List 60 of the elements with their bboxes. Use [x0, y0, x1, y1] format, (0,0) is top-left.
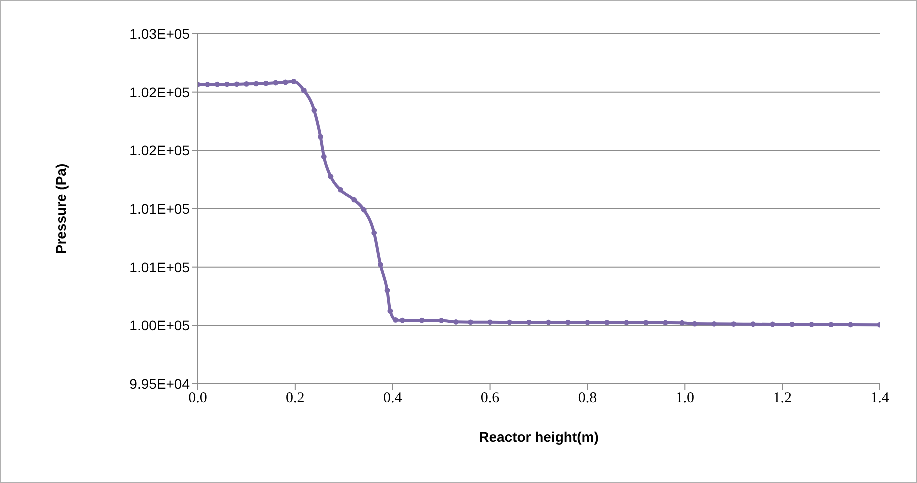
point	[244, 81, 250, 87]
point	[234, 82, 240, 88]
point	[438, 318, 444, 324]
x-axis-title: Reactor height(m)	[479, 429, 599, 445]
point	[338, 187, 344, 193]
point	[468, 320, 474, 326]
point	[328, 174, 334, 180]
point	[643, 320, 649, 326]
point	[273, 80, 279, 86]
point	[352, 197, 358, 203]
point	[809, 322, 814, 328]
point	[224, 82, 230, 88]
y-tick-label: 1.02E+05	[130, 142, 190, 159]
point	[301, 88, 307, 94]
point	[731, 322, 737, 327]
point	[214, 82, 220, 88]
point	[264, 80, 269, 86]
point	[828, 322, 834, 328]
x-tick-label: 0.4	[383, 390, 403, 407]
point	[321, 154, 327, 160]
x-tick-label: 0.0	[188, 390, 208, 407]
point	[604, 320, 610, 326]
x-tick-label: 1.2	[773, 390, 792, 407]
point	[393, 317, 398, 323]
point	[372, 230, 378, 236]
point	[507, 320, 512, 326]
point	[526, 320, 532, 326]
point	[488, 320, 493, 326]
x-tick-label: 1.4	[870, 390, 890, 407]
point	[712, 321, 718, 327]
point	[312, 108, 318, 114]
x-tick-label: 1.0	[676, 390, 695, 407]
point	[378, 262, 384, 268]
point	[624, 320, 630, 326]
point	[205, 82, 210, 88]
point	[680, 320, 685, 326]
y-tick-label: 1.01E+05	[130, 200, 190, 217]
y-tick-label: 1.02E+05	[130, 84, 190, 100]
y-tick-label: 1.00E+05	[130, 318, 190, 334]
y-axis-title: Pressure (Pa)	[52, 164, 69, 254]
point	[318, 134, 324, 140]
point	[566, 320, 571, 326]
point	[419, 318, 425, 324]
point	[388, 308, 394, 314]
y-tick-label: 1.01E+05	[130, 259, 190, 276]
x-tick-label: 0.2	[286, 390, 305, 407]
x-tick-label: 0.6	[480, 390, 500, 407]
point	[361, 207, 367, 213]
point	[848, 322, 854, 328]
point	[254, 81, 260, 87]
y-tick-label: 1.03E+05	[130, 26, 190, 42]
point	[400, 318, 406, 324]
point	[282, 80, 288, 86]
x-tick-label: 0.8	[578, 390, 598, 407]
point	[790, 322, 796, 328]
y-tick-label: 9.95E+04	[130, 376, 190, 392]
point	[546, 320, 552, 326]
point	[291, 79, 297, 84]
point	[384, 288, 390, 294]
point	[585, 320, 590, 326]
